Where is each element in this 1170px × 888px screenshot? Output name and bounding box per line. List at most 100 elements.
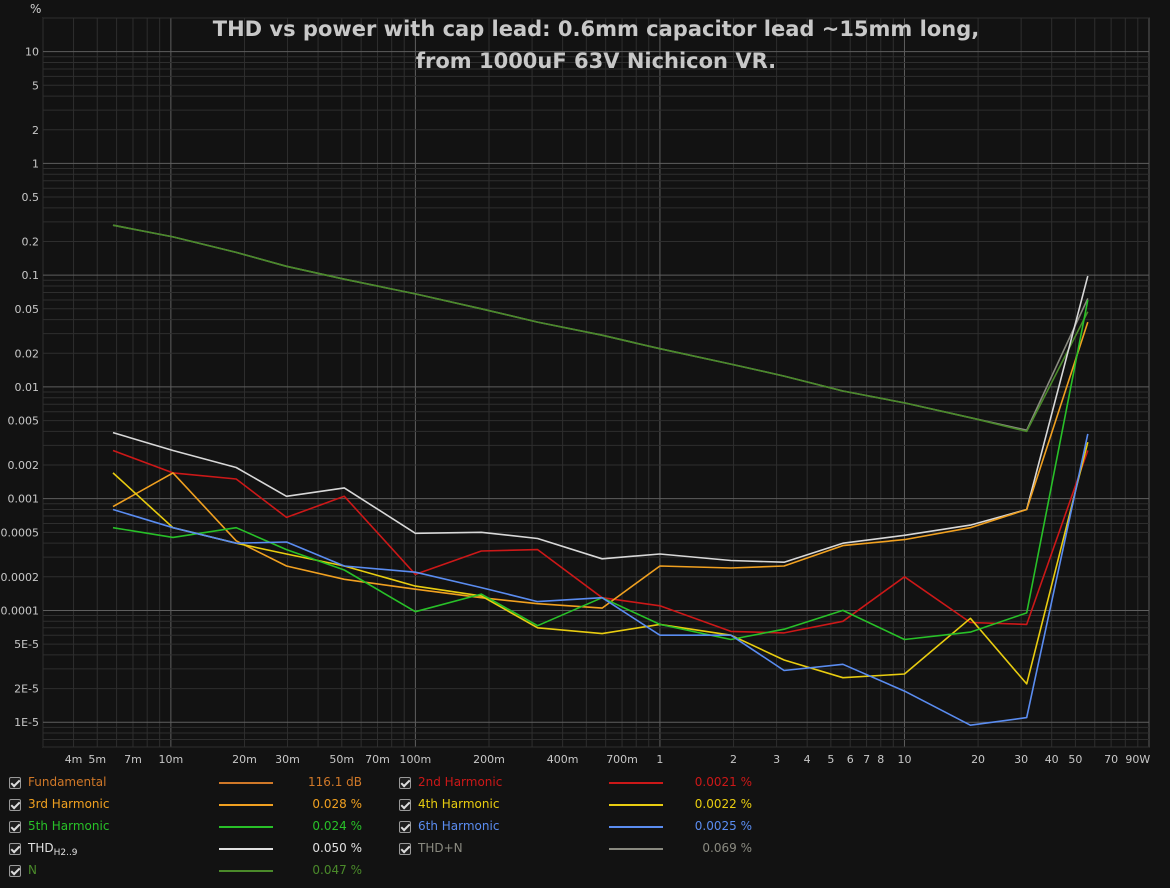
y-tick-label: 1E-5 [14, 716, 39, 729]
legend-value: 116.1 dB [307, 775, 362, 789]
plot-area [42, 17, 1150, 748]
x-tick-label: 400m [547, 753, 579, 766]
legend-checkbox[interactable] [9, 821, 21, 833]
x-tick-label: 90W [1125, 753, 1150, 766]
x-tick-label: 30m [275, 753, 300, 766]
series-line-3rd-harmonic [112, 321, 1089, 609]
x-tick-label: 5 [827, 753, 834, 766]
x-tick-label: 7m [124, 753, 142, 766]
series-line-6th-harmonic [112, 433, 1089, 727]
y-tick-label: 0.02 [15, 347, 40, 360]
x-tick-label: 10 [897, 753, 911, 766]
legend-label: Fundamental [28, 775, 107, 789]
legend-line-swatch [609, 804, 663, 806]
legend-line-swatch [609, 848, 663, 850]
legend-line-swatch [219, 804, 273, 806]
x-tick-label: 700m [606, 753, 638, 766]
x-tick-label: 1 [656, 753, 663, 766]
legend-checkbox[interactable] [9, 799, 21, 811]
y-tick-label: 0.2 [22, 236, 40, 249]
x-tick-label: 70m [365, 753, 390, 766]
x-tick-label: 20 [971, 753, 985, 766]
legend-item[interactable]: THD+N 0.069 % [390, 838, 752, 860]
legend-label: THDH2..9 [28, 841, 78, 858]
y-tick-label: 5 [32, 79, 39, 92]
legend-label: 4th Harmonic [418, 797, 500, 811]
legend-label: 3rd Harmonic [28, 797, 110, 811]
legend-item[interactable]: 2nd Harmonic 0.0021 % [390, 772, 752, 794]
x-tick-label: 50m [329, 753, 354, 766]
y-tick-label: 0.0001 [1, 604, 40, 617]
legend-line-swatch [219, 870, 273, 872]
x-tick-label: 30 [1014, 753, 1028, 766]
y-tick-label: 0.0005 [1, 526, 40, 539]
legend-value: 0.0025 % [694, 819, 752, 833]
x-tick-label: 3 [773, 753, 780, 766]
x-tick-label: 6 [847, 753, 854, 766]
legend-checkbox[interactable] [399, 821, 411, 833]
legend-checkbox[interactable] [399, 843, 411, 855]
thd-vs-power-chart: 10 5 2 1 0.5 0.2 0.1 0.05 0.02 0.01 0.005 0.002 0.00… [1, 2, 1151, 766]
legend-label: 2nd Harmonic [418, 775, 503, 789]
x-tick-label: 10m [159, 753, 184, 766]
y-tick-label: 0.5 [22, 191, 40, 204]
chart-title-line-1: THD vs power with cap lead: 0.6mm capaci… [213, 17, 979, 41]
x-tick-label: 7 [863, 753, 870, 766]
y-tick-label: 0.005 [8, 415, 40, 428]
legend-value: 0.0021 % [694, 775, 752, 789]
legend-line-swatch [219, 782, 273, 784]
x-tick-label: 4 [804, 753, 811, 766]
series-line-n [112, 224, 1089, 433]
legend-value: 0.047 % [312, 863, 362, 877]
legend-label: 6th Harmonic [418, 819, 500, 833]
y-tick-label: 2E-5 [14, 683, 39, 696]
y-tick-label: 0.002 [8, 459, 40, 472]
x-tick-label: 40 [1045, 753, 1059, 766]
y-tick-label: 5E-5 [14, 638, 39, 651]
y-tick-label: 0.1 [22, 269, 40, 282]
legend-line-swatch [609, 782, 663, 784]
legend-checkbox[interactable] [9, 843, 21, 855]
legend-checkbox[interactable] [9, 865, 21, 877]
legend-checkbox[interactable] [399, 777, 411, 789]
legend-item[interactable]: 3rd Harmonic 0.028 % [0, 794, 362, 816]
legend-item[interactable]: 5th Harmonic 0.024 % [0, 816, 362, 838]
series-line-4th-harmonic [112, 442, 1089, 685]
legend-label-subscript: H2..9 [53, 848, 78, 858]
legend-line-swatch [219, 848, 273, 850]
legend-item[interactable]: 6th Harmonic 0.0025 % [390, 816, 752, 838]
legend-value: 0.0022 % [694, 797, 752, 811]
legend-label: THD+N [418, 841, 463, 855]
x-tick-label: 5m [88, 753, 106, 766]
legend-line-swatch [609, 826, 663, 828]
legend-checkbox[interactable] [399, 799, 411, 811]
legend-value: 0.024 % [312, 819, 362, 833]
legend-label: 5th Harmonic [28, 819, 110, 833]
y-tick-label: 0.0002 [1, 571, 40, 584]
y-axis-unit-label: % [30, 2, 41, 16]
legend-value: 0.050 % [312, 841, 362, 855]
y-tick-label: 10 [25, 46, 39, 59]
legend-checkbox[interactable] [9, 777, 21, 789]
legend-item[interactable]: 4th Harmonic 0.0022 % [390, 794, 752, 816]
legend-item[interactable]: Fundamental 116.1 dB [0, 772, 362, 794]
x-tick-label: 70 [1104, 753, 1118, 766]
legend-value: 0.028 % [312, 797, 362, 811]
x-tick-label: 200m [473, 753, 505, 766]
legend-line-swatch [219, 826, 273, 828]
legend-value: 0.069 % [702, 841, 752, 855]
legend-label: N [28, 863, 37, 877]
x-tick-label: 50 [1068, 753, 1082, 766]
y-tick-label: 0.01 [15, 381, 40, 394]
y-tick-label: 2 [32, 124, 39, 137]
x-tick-label: 8 [877, 753, 884, 766]
legend-panel: Fundamental 116.1 dB 2nd Harmonic 0.0021 % 3… [0, 772, 1170, 888]
y-tick-label: 0.05 [15, 303, 40, 316]
legend-item[interactable]: N 0.047 % [0, 860, 362, 882]
chart-title-line-2: from 1000uF 63V Nichicon VR. [416, 49, 776, 73]
x-tick-label: 20m [232, 753, 257, 766]
x-tick-label: 4m [65, 753, 83, 766]
x-tick-label: 2 [730, 753, 737, 766]
legend-item[interactable]: THDH2..9 0.050 % [0, 838, 362, 860]
x-tick-label: 100m [400, 753, 432, 766]
